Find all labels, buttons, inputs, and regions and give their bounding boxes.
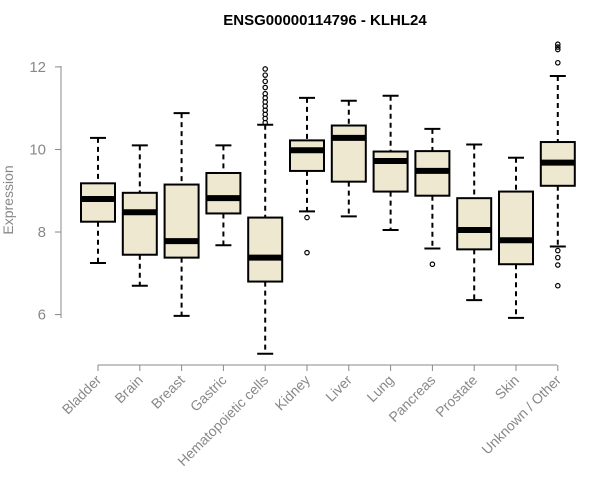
outlier-point (554, 254, 561, 261)
outlier-point (554, 41, 561, 47)
box-group-liver (330, 99, 367, 218)
x-tick-label: Kidney (272, 372, 314, 414)
outlier-point (304, 214, 310, 221)
y-tick-label: 8 (38, 224, 46, 241)
y-axis-label: Expression (0, 165, 16, 234)
outlier-point (262, 72, 269, 78)
x-tick-label: Breast (148, 372, 188, 412)
outlier-point (429, 261, 436, 268)
outlier-point (262, 66, 269, 72)
x-tick-label: Liver (322, 372, 355, 405)
box-iqr (247, 216, 284, 283)
x-tick-label: Bladder (59, 372, 105, 418)
x-tick-label: Prostate (432, 372, 480, 420)
outlier-point (304, 249, 310, 256)
chart-title: ENSG00000114796 - KLHL24 (223, 12, 427, 29)
box-group-pancreas (414, 127, 451, 268)
box-iqr (498, 190, 534, 266)
box-group-lung (372, 94, 409, 231)
box-iqr (330, 124, 367, 183)
y-tick-label: 6 (38, 307, 46, 324)
box-iqr (289, 139, 325, 172)
box-group-hematopoietic-cells (247, 66, 284, 355)
outlier-point (554, 282, 561, 289)
box-iqr (372, 150, 409, 193)
box-group-gastric (205, 144, 242, 247)
box-group-brain (121, 144, 158, 287)
outlier-point (554, 59, 561, 66)
outlier-point (554, 247, 561, 254)
box-group-breast (163, 112, 200, 317)
outlier-point (554, 262, 561, 268)
boxes (80, 41, 576, 355)
box-group-skin (498, 156, 534, 319)
box-group-unknown-other (539, 41, 576, 289)
y-ticks: 6 8 10 12 (29, 59, 61, 324)
box-group-kidney (289, 96, 325, 256)
box-group-prostate (456, 143, 493, 302)
x-tick-label: Brain (111, 372, 145, 406)
outlier-point (262, 84, 269, 91)
box-iqr (80, 182, 116, 223)
x-tick-label: Unknown / Other (478, 372, 564, 458)
outlier-point (554, 44, 561, 50)
y-tick-label: 12 (29, 59, 46, 76)
box-iqr (205, 171, 242, 215)
box-iqr (456, 197, 493, 251)
x-tick-label: Lung (363, 372, 396, 405)
box-iqr (121, 191, 158, 256)
outlier-point (262, 78, 269, 85)
box-iqr (163, 183, 200, 259)
outlier-point (554, 46, 561, 53)
x-tick-label: Skin (492, 372, 523, 403)
outlier-point (262, 90, 269, 97)
y-tick-label: 10 (29, 141, 46, 158)
box-group-bladder (80, 136, 116, 264)
